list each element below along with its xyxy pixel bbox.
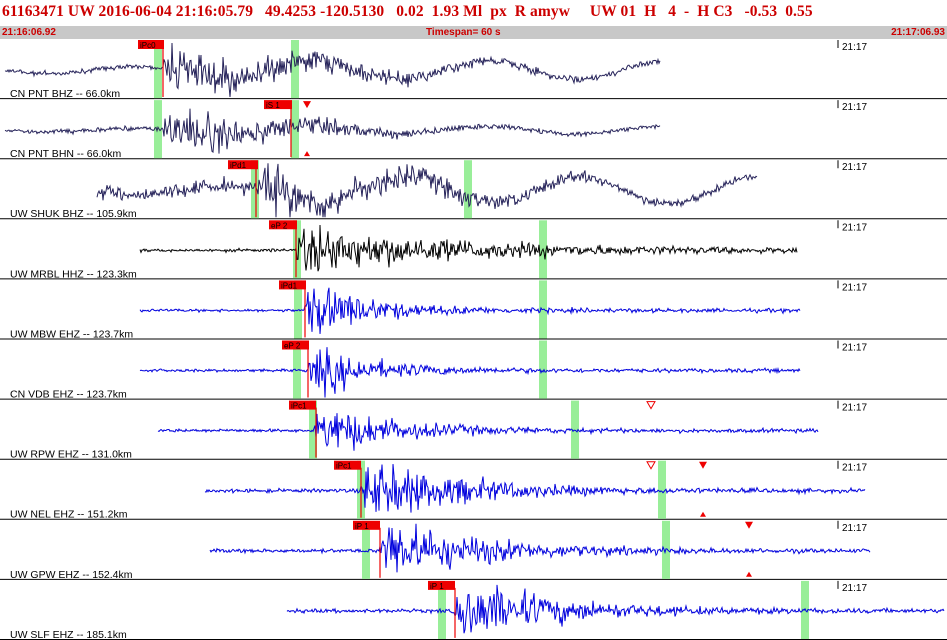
minute-label: 21:17	[842, 403, 867, 414]
waveform-trace	[139, 347, 801, 398]
arrival-marker-down	[745, 521, 753, 529]
pick-label-box	[282, 340, 309, 350]
arrival-marker-down	[699, 461, 707, 469]
pick-label-box	[353, 520, 380, 530]
arrival-marker-open	[646, 461, 656, 470]
pick-label: iP 1	[430, 582, 444, 591]
waveform-trace	[139, 287, 801, 334]
station-label: CN PNT BHZ -- 66.0km	[10, 88, 120, 100]
pick-label-box	[279, 280, 306, 290]
waveform-trace	[204, 464, 866, 513]
time-window-marker	[309, 400, 317, 459]
pick-label-box	[269, 220, 297, 230]
seismogram-svg[interactable]: iPc0 21:17 CN PNT BHZ -- 66.0km iS 1 21:17 CN…	[0, 39, 947, 640]
pick-label: iPc0	[140, 41, 156, 50]
pick-label: iS 1	[266, 101, 280, 110]
time-window-marker	[291, 40, 299, 99]
arrival-marker-up	[700, 511, 706, 517]
time-window-marker	[571, 400, 579, 459]
station-label: UW GPW EHZ -- 152.4km	[10, 569, 133, 581]
time-window-marker	[293, 220, 301, 279]
event-title-bar: 61163471 UW 2016-06-04 21:16:05.79 49.42…	[0, 0, 947, 26]
time-window-marker	[438, 580, 446, 639]
waveform-trace	[4, 108, 661, 154]
time-window-marker	[154, 40, 162, 99]
pick-label-box	[428, 580, 455, 590]
time-window-marker	[251, 160, 259, 219]
pick-label: eP 2	[271, 221, 288, 230]
waveform-trace	[157, 413, 819, 451]
minute-label: 21:17	[842, 42, 867, 53]
time-window-marker	[362, 520, 370, 579]
station-label: UW RPW EHZ -- 131.0km	[10, 449, 132, 461]
station-label: UW NEL EHZ -- 151.2km	[10, 509, 128, 521]
pick-label: iPd1	[230, 161, 247, 170]
pick-label-box	[228, 160, 258, 170]
minute-label: 21:17	[842, 583, 867, 594]
pick-label: iPc1	[291, 402, 307, 411]
minute-label: 21:17	[842, 463, 867, 474]
pick-label-box	[264, 100, 292, 110]
time-window-marker	[658, 460, 666, 519]
station-label: UW MBW EHZ -- 123.7km	[10, 328, 133, 340]
arrival-marker-open	[646, 401, 656, 410]
minute-label: 21:17	[842, 343, 867, 354]
station-label: UW SHUK BHZ -- 105.9km	[10, 208, 137, 220]
pick-label: iPc1	[336, 462, 352, 471]
station-label: CN PNT BHN -- 66.0km	[10, 148, 121, 160]
event-title: 61163471 UW 2016-06-04 21:16:05.79 49.42…	[2, 3, 813, 20]
minute-label: 21:17	[842, 222, 867, 233]
station-label: UW MRBL HHZ -- 123.3km	[10, 268, 137, 280]
pick-label: eP 2	[284, 342, 301, 351]
pick-label: iPd1	[281, 281, 298, 290]
time-window-marker	[464, 160, 472, 219]
start-time: 21:16:06.92	[2, 27, 56, 38]
pick-label-box	[138, 40, 164, 49]
minute-label: 21:17	[842, 102, 867, 113]
end-time: 21:17:06.93	[891, 27, 945, 38]
arrival-marker-up	[746, 571, 752, 577]
time-window-marker	[154, 100, 162, 159]
arrival-marker-up	[304, 151, 310, 157]
time-window-marker	[539, 340, 547, 399]
minute-label: 21:17	[842, 282, 867, 293]
time-window-marker	[293, 340, 301, 399]
waveform-trace	[209, 523, 871, 573]
pick-label: iP 1	[355, 522, 369, 531]
station-label: CN VDB EHZ -- 123.7km	[10, 389, 127, 401]
waveform-trace	[4, 42, 661, 98]
minute-label: 21:17	[842, 523, 867, 534]
pick-label-box	[289, 400, 316, 410]
pick-label-box	[334, 460, 361, 470]
time-window-marker	[294, 280, 302, 339]
time-range-bar: 21:16:06.92 Timespan= 60 s 21:17:06.93	[0, 26, 947, 39]
waveform-trace	[96, 163, 758, 218]
station-label: UW SLF EHZ -- 185.1km	[10, 629, 127, 640]
minute-label: 21:17	[842, 162, 867, 173]
timespan-label: Timespan= 60 s	[426, 27, 501, 38]
seismogram-panel[interactable]: iPc0 21:17 CN PNT BHZ -- 66.0km iS 1 21:17 CN…	[0, 39, 947, 640]
waveform-trace	[139, 224, 798, 272]
waveform-trace	[286, 584, 945, 634]
arrival-marker-down	[303, 101, 311, 109]
